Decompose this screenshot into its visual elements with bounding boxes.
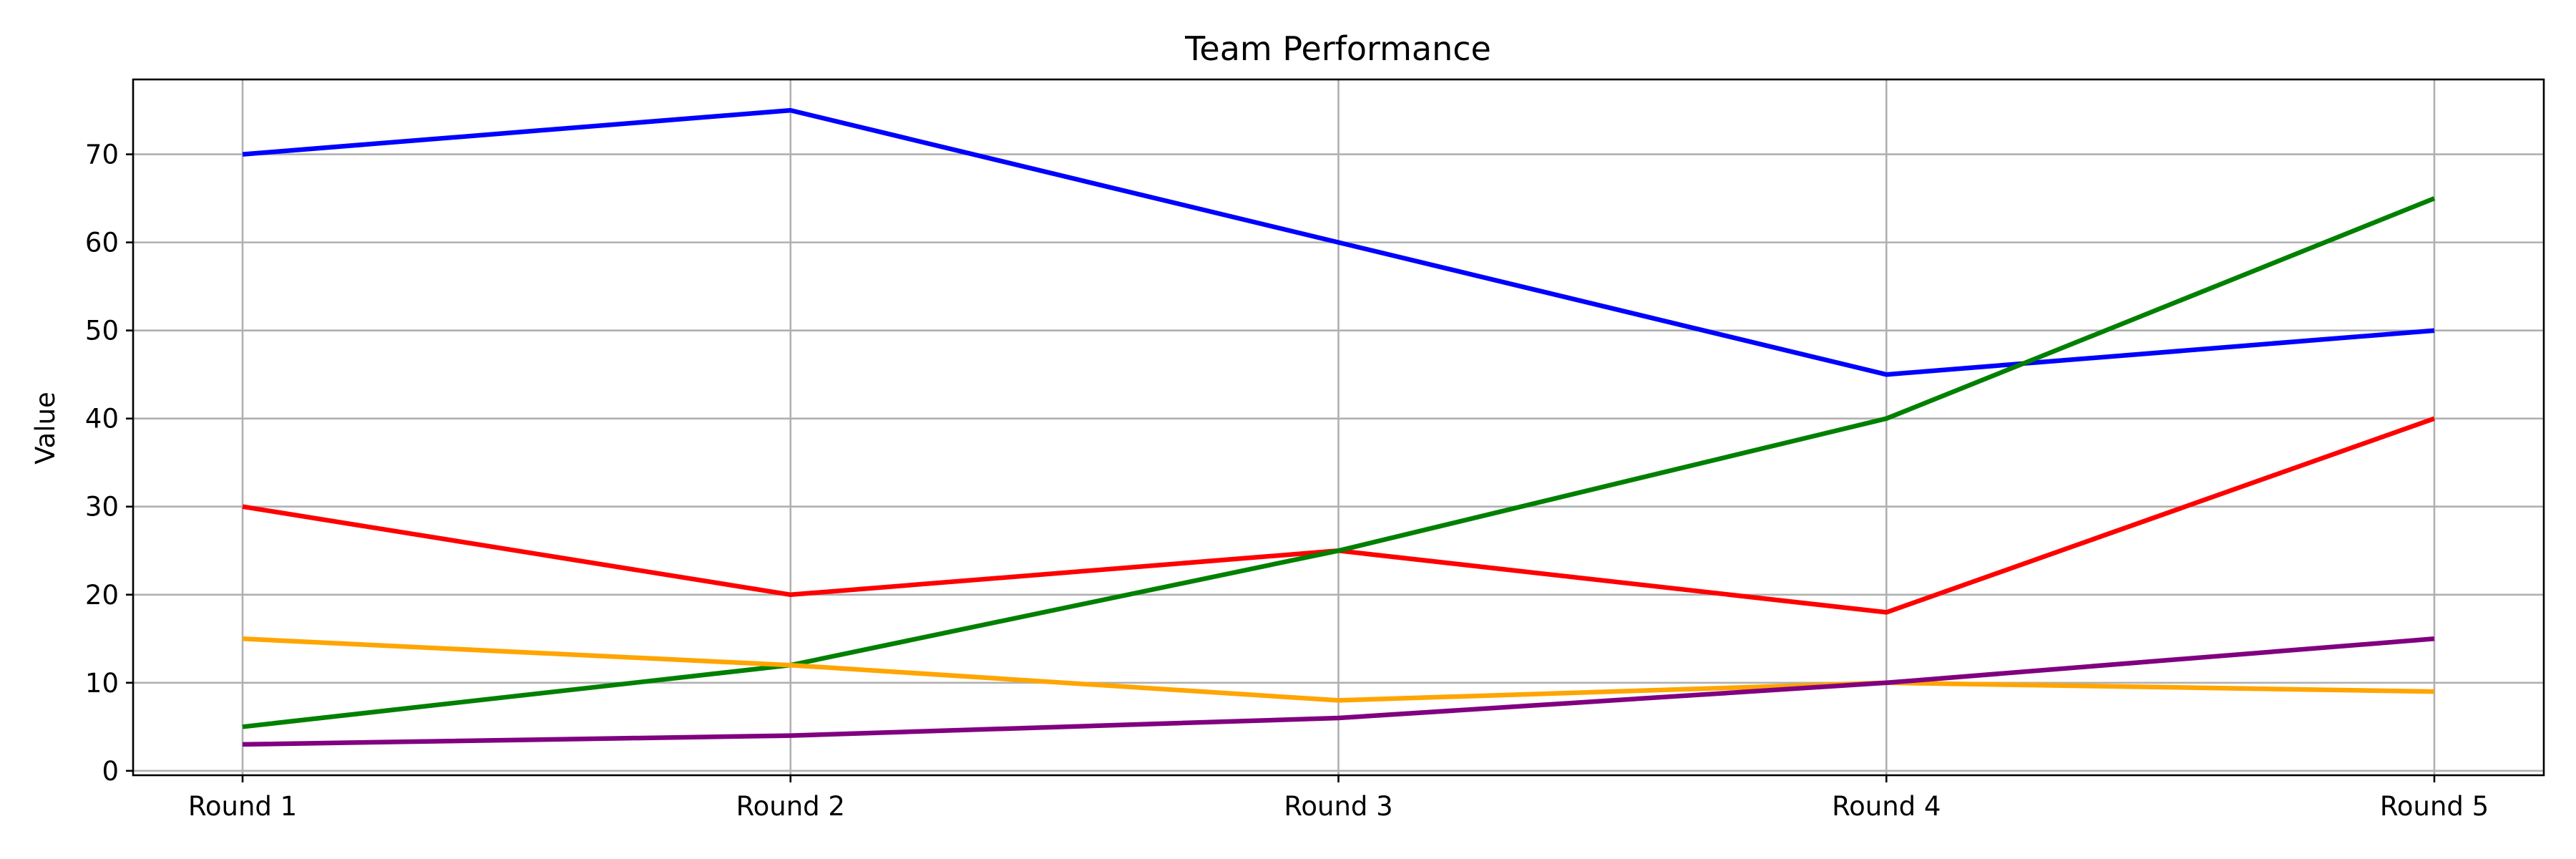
y-tick-label: 60 [85, 228, 119, 258]
series-line-5 [242, 636, 2435, 747]
y-tick-label: 40 [85, 404, 119, 435]
y-axis-label: Value [30, 392, 61, 465]
y-tick-label: 20 [85, 580, 119, 611]
y-tick-label: 0 [102, 756, 119, 787]
x-tick-label: Round 3 [1284, 791, 1392, 822]
y-tick-label: 10 [85, 668, 119, 699]
x-tick-label: Round 5 [2380, 791, 2489, 822]
y-axis-ticks: 0 10 20 30 40 50 60 70 [85, 140, 133, 787]
x-tick-label: Round 4 [1832, 791, 1941, 822]
grid [133, 79, 2544, 775]
series-line-1 [242, 107, 2435, 377]
x-axis-ticks: Round 1 Round 2 Round 3 Round 4 Round 5 [188, 775, 2489, 822]
chart-title: Team Performance [1184, 29, 1491, 68]
x-tick-label: Round 1 [188, 791, 297, 822]
x-tick-label: Round 2 [736, 791, 845, 822]
y-tick-label: 50 [85, 316, 119, 346]
series-line-3 [242, 196, 2436, 729]
y-tick-label: 30 [85, 492, 119, 523]
series-line-4 [242, 636, 2435, 703]
y-tick-label: 70 [85, 140, 119, 170]
series-lines [242, 107, 2436, 747]
